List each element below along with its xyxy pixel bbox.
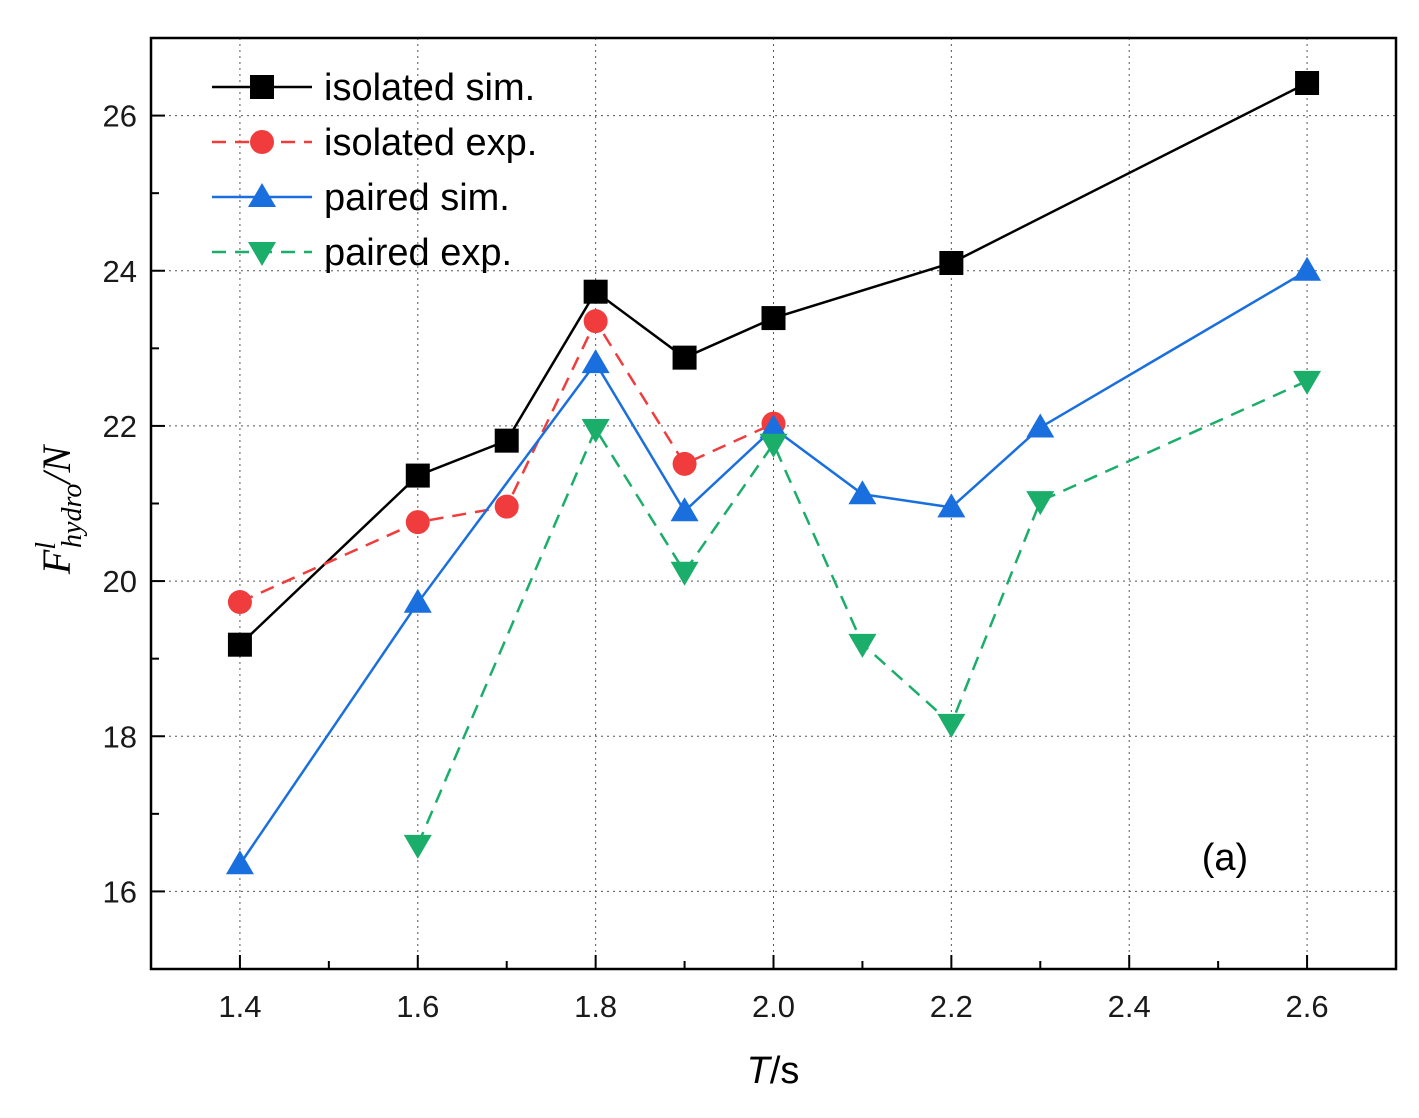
data-point: [583, 309, 608, 334]
x-axis-title: T/s: [747, 1050, 800, 1092]
data-point: [405, 463, 430, 488]
data-point: [670, 561, 699, 586]
data-point: [1026, 413, 1055, 438]
x-tick-label: 2.2: [930, 989, 973, 1024]
data-point: [583, 279, 608, 304]
series-2: [225, 256, 1322, 875]
y-axis-title-subscript: hydro: [57, 484, 88, 548]
y-axis-title-main: F: [34, 549, 79, 575]
legend-label: isolated sim.: [324, 67, 535, 109]
legend: isolated sim. isolated exp. paired sim. pai…: [212, 67, 537, 274]
y-axis-title: Flhydro/N: [31, 444, 88, 576]
x-tick-label: 1.8: [574, 989, 617, 1024]
data-point: [937, 713, 966, 738]
legend-item: isolated sim.: [212, 67, 535, 109]
data-point: [672, 345, 697, 370]
series-0: [227, 70, 1320, 657]
data-point: [405, 510, 430, 535]
data-point: [403, 588, 432, 613]
y-tick-label: 16: [103, 874, 137, 909]
data-point: [672, 451, 697, 476]
series-layer: [225, 70, 1322, 875]
x-tick-label: 1.4: [218, 989, 261, 1024]
data-point: [1295, 70, 1320, 95]
data-point: [670, 497, 699, 522]
legend-marker: [248, 183, 276, 207]
y-axis-title-unit: /N: [34, 444, 79, 486]
data-point: [1026, 491, 1055, 516]
data-point: [494, 494, 519, 519]
legend-label: isolated exp.: [324, 122, 537, 164]
data-point: [227, 590, 252, 615]
legend-label: paired sim.: [324, 177, 510, 219]
y-tick-label: 22: [103, 409, 137, 444]
x-tick-label: 1.6: [396, 989, 439, 1024]
x-axis-title-italic: T: [747, 1050, 773, 1092]
data-point: [759, 433, 788, 458]
legend-item: paired sim.: [212, 177, 510, 219]
series-line: [239, 318, 775, 604]
data-point: [939, 250, 964, 275]
x-tick-label: 2.0: [752, 989, 795, 1024]
x-tick-label: 2.4: [1108, 989, 1151, 1024]
x-axis-title-unit: /s: [770, 1050, 800, 1092]
data-point: [848, 480, 877, 505]
y-tick-label: 20: [103, 564, 137, 599]
data-point: [759, 414, 788, 439]
legend-label: paired exp.: [324, 232, 512, 274]
legend-item: isolated exp.: [212, 122, 537, 164]
y-axis-title-superscript: l: [31, 542, 62, 550]
data-point: [581, 349, 610, 374]
data-point: [1293, 256, 1322, 281]
legend-marker: [250, 75, 274, 99]
data-point: [581, 419, 610, 444]
panel-label: (a): [1202, 837, 1248, 879]
axes-layer: 1.4 1.6 1.8 2.0 2.2 2.4 2.6 16 18 20 22 24 26: [103, 99, 1329, 1024]
x-tick-label: 2.6: [1286, 989, 1329, 1024]
data-point: [227, 632, 252, 657]
data-point: [225, 850, 254, 875]
legend-item: paired exp.: [212, 232, 512, 274]
data-point: [403, 834, 432, 859]
series-line: [239, 81, 1308, 646]
series-3: [403, 370, 1322, 859]
series-line: [416, 379, 1308, 846]
data-point: [937, 493, 966, 518]
data-point: [761, 306, 786, 331]
y-tick-label: 24: [103, 254, 137, 289]
y-tick-label: 18: [103, 719, 137, 754]
data-point: [1293, 370, 1322, 395]
data-point: [494, 428, 519, 453]
legend-marker: [248, 242, 276, 266]
grid-layer: [151, 38, 1396, 969]
y-tick-label: 26: [103, 99, 137, 134]
data-point: [848, 633, 877, 658]
legend-marker: [250, 130, 274, 154]
